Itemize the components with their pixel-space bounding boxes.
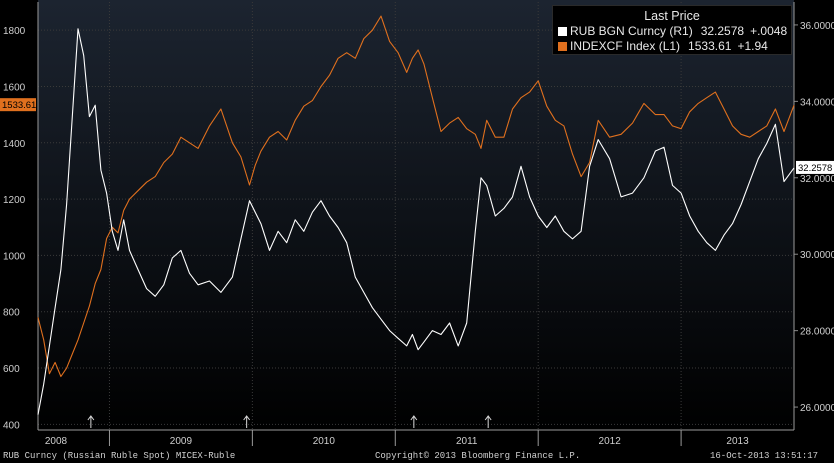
left-tick-label: 1000 xyxy=(3,251,26,262)
legend-swatch-rub xyxy=(558,26,567,36)
legend: Last Price RUB BGN Curncy (R1) 32.2578 +… xyxy=(552,5,792,55)
left-tick-label: 600 xyxy=(3,364,20,375)
legend-label-rub: RUB BGN Curncy (R1) xyxy=(570,24,693,38)
arrow-markers xyxy=(87,415,492,428)
left-tick-label: 1200 xyxy=(3,195,26,206)
right-tick-label: 28.0000 xyxy=(800,327,834,338)
legend-label-index: INDEXCF Index (L1) xyxy=(570,39,681,53)
x-tick-label: 2008 xyxy=(45,436,68,447)
left-last-price-tag-bg xyxy=(0,98,36,112)
right-last-price-tag-bg xyxy=(796,160,834,174)
left-tick-label: 1400 xyxy=(3,139,26,150)
arrow-marker xyxy=(410,415,418,428)
legend-row-index: INDEXCF Index (L1) 1533.61 +1.94 xyxy=(558,39,791,53)
index-series-line xyxy=(37,15,795,378)
legend-value-rub: 32.2578 xyxy=(700,24,745,38)
left-last-price-tag: 1533.61 xyxy=(2,100,36,111)
left-tick-label: 400 xyxy=(3,420,20,431)
legend-change-rub: +.0048 xyxy=(750,24,788,38)
legend-row-rub: RUB BGN Curncy (R1) 32.2578 +.0048 xyxy=(558,24,791,38)
legend-change-index: +1.94 xyxy=(737,39,768,53)
x-tick-label: 2010 xyxy=(313,436,336,447)
arrow-marker xyxy=(87,415,95,428)
right-tick-label: 34.0000 xyxy=(800,97,834,108)
footer-copyright: Copyright© 2013 Bloomberg Finance L.P. xyxy=(375,451,581,461)
grid-lines xyxy=(38,2,794,430)
x-tick-label: 2012 xyxy=(599,436,622,447)
right-tick-label: 36.0000 xyxy=(800,21,834,32)
arrow-marker xyxy=(243,415,251,428)
legend-swatch-index xyxy=(558,41,567,51)
footer-timestamp: 16-Oct-2013 13:51:17 xyxy=(710,451,819,461)
x-tick-label: 2013 xyxy=(726,436,749,447)
right-last-price-tag: 32.2578 xyxy=(798,163,832,174)
series-lines xyxy=(37,15,795,415)
x-tick-label: 2011 xyxy=(456,436,478,447)
last-price-tags: 1533.61 32.2578 xyxy=(0,98,834,174)
left-tick-label: 1800 xyxy=(3,26,26,37)
legend-title: Last Price xyxy=(644,9,700,23)
footer-bar: RUB Curncy (Russian Ruble Spot) MICEX-Ru… xyxy=(0,449,834,463)
rub-series-line xyxy=(37,28,795,415)
right-tick-label: 32.0000 xyxy=(800,174,834,185)
arrow-marker xyxy=(484,415,492,428)
plot-area xyxy=(38,0,794,432)
legend-value-index: 1533.61 xyxy=(688,39,732,53)
left-tick-label: 800 xyxy=(3,308,20,319)
right-tick-label: 26.0000 xyxy=(800,403,834,414)
axes: 400 600 800 1000 1200 1400 1600 1800 26.0000 28.0… xyxy=(3,2,834,447)
footer-security-name: RUB Curncy (Russian Ruble Spot) MICEX-Ru… xyxy=(3,451,236,461)
right-tick-label: 30.0000 xyxy=(800,250,834,261)
left-tick-label: 1600 xyxy=(3,82,26,93)
x-tick-label: 2009 xyxy=(170,436,193,447)
